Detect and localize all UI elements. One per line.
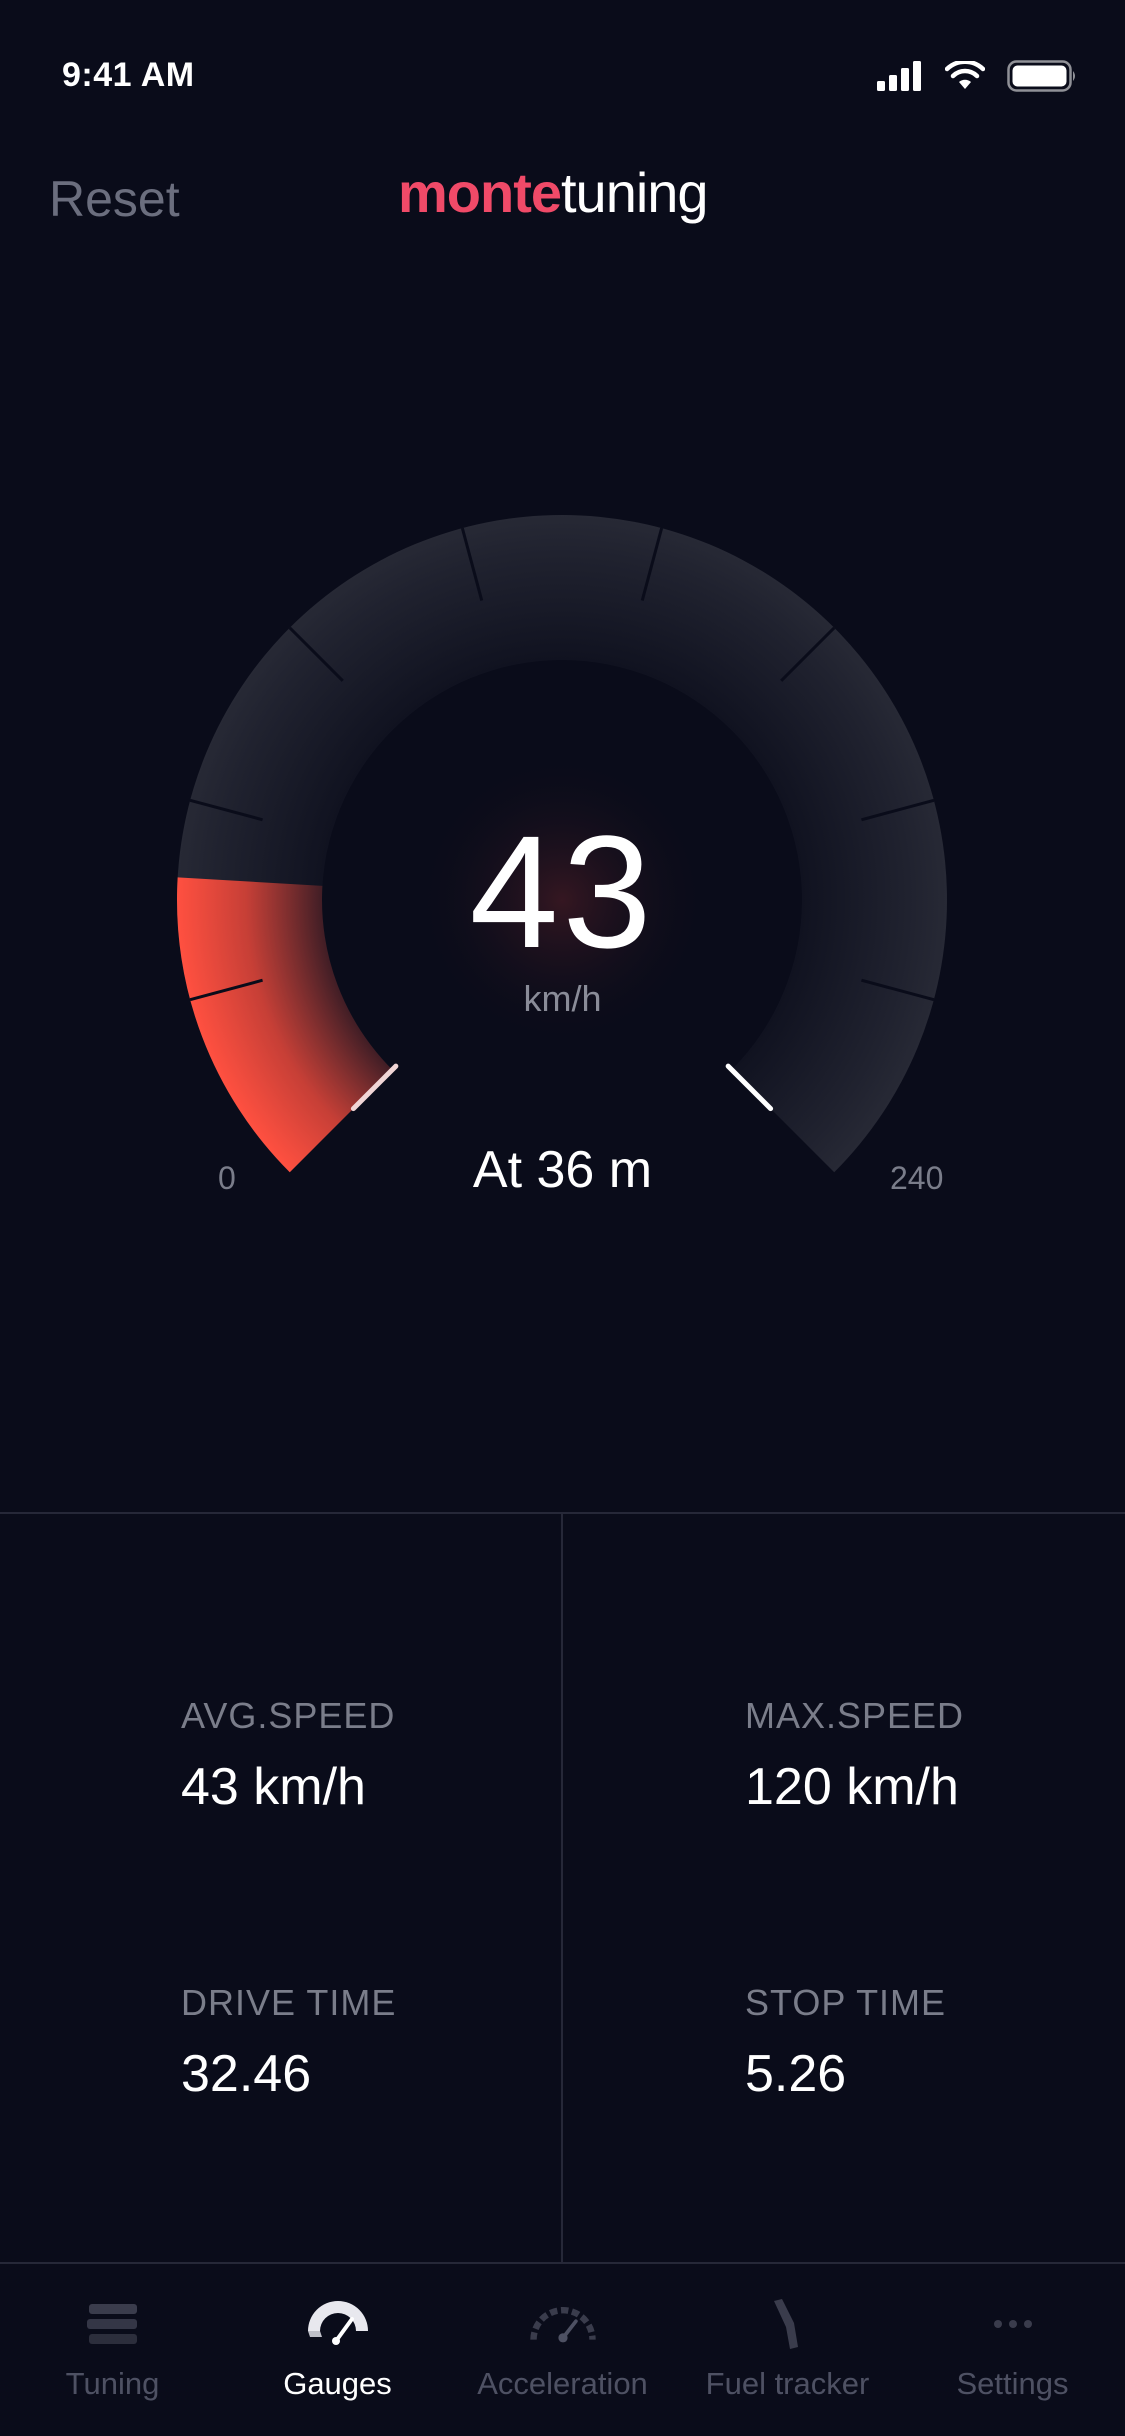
stats-column-divider bbox=[561, 1514, 563, 2264]
gauge-progress-arc bbox=[176, 877, 393, 1173]
gauge-max-marker bbox=[725, 1063, 774, 1112]
gauge-tick bbox=[861, 798, 935, 822]
gauge-tick bbox=[288, 626, 344, 682]
stop-time-label: STOP TIME bbox=[745, 1982, 947, 2023]
avg-speed-label: AVG.SPEED bbox=[181, 1695, 396, 1736]
distance-text: At 36 m bbox=[472, 1141, 653, 1199]
more-dots-icon bbox=[978, 2294, 1048, 2354]
gauge-tick bbox=[189, 978, 263, 1002]
tab-gauges[interactable]: Gauges bbox=[225, 2264, 450, 2436]
stop-time-value: 5.26 bbox=[745, 2045, 847, 2103]
status-time: 9:41 AM bbox=[62, 56, 195, 94]
gauge-icon bbox=[303, 2294, 373, 2354]
gauge-dial bbox=[176, 515, 947, 1173]
logo-brand: monte bbox=[398, 161, 562, 224]
gauge-max-label: 240 bbox=[890, 1160, 944, 1196]
tab-fuel-tracker-label: Fuel tracker bbox=[705, 2366, 870, 2401]
avg-speed-value: 43 km/h bbox=[181, 1758, 366, 1816]
app-logo: montetuning bbox=[398, 160, 709, 225]
logo-rest: tuning bbox=[561, 161, 709, 224]
avg-speed-stat: AVG.SPEED 43 km/h bbox=[181, 1695, 395, 1817]
tab-gauges-label: Gauges bbox=[283, 2366, 392, 2401]
max-speed-value: 120 km/h bbox=[745, 1758, 959, 1816]
tab-fuel-tracker[interactable]: Fuel tracker bbox=[675, 2264, 900, 2436]
speed-gauge: 43 km/h 0 240 At 36 m bbox=[0, 500, 1125, 1260]
battery-icon bbox=[1007, 60, 1075, 92]
fuel-nozzle-icon bbox=[753, 2294, 823, 2354]
speed-unit: km/h bbox=[523, 978, 602, 1019]
tabbar-divider bbox=[0, 2262, 1125, 2264]
gauge-ticks bbox=[189, 527, 935, 1002]
tab-acceleration[interactable]: Acceleration bbox=[450, 2264, 675, 2436]
tab-acceleration-label: Acceleration bbox=[477, 2366, 648, 2401]
gauge-tick bbox=[189, 798, 263, 822]
current-speed-value: 43 bbox=[469, 802, 656, 981]
cellular-signal-icon bbox=[877, 61, 921, 91]
gauge-min-marker bbox=[350, 1063, 399, 1112]
max-speed-stat: MAX.SPEED 120 km/h bbox=[745, 1695, 964, 1817]
gauge-min-label: 0 bbox=[218, 1160, 236, 1196]
stats-top-divider bbox=[0, 1512, 1125, 1514]
gauge-tick bbox=[861, 978, 935, 1002]
tab-bar: Tuning Gauges Acceleration bbox=[0, 2264, 1125, 2436]
drive-time-value: 32.46 bbox=[181, 2045, 312, 2103]
gauge-center-glow bbox=[412, 750, 712, 1050]
tab-settings[interactable]: Settings bbox=[900, 2264, 1125, 2436]
tab-tuning-label: Tuning bbox=[65, 2366, 160, 2401]
gauge-tick bbox=[780, 626, 836, 682]
tuning-icon bbox=[78, 2294, 148, 2354]
gauge-tick bbox=[640, 527, 664, 601]
gauge-tick bbox=[460, 527, 484, 601]
wifi-icon bbox=[945, 61, 985, 89]
stop-time-stat: STOP TIME 5.26 bbox=[745, 1982, 946, 2104]
drive-time-label: DRIVE TIME bbox=[181, 1982, 397, 2023]
tab-settings-label: Settings bbox=[956, 2366, 1069, 2401]
max-speed-label: MAX.SPEED bbox=[745, 1695, 965, 1736]
status-icons bbox=[877, 60, 1077, 92]
tab-tuning[interactable]: Tuning bbox=[0, 2264, 225, 2436]
speedometer-icon bbox=[528, 2294, 598, 2354]
gauge-ring bbox=[176, 515, 947, 1173]
drive-time-stat: DRIVE TIME 32.46 bbox=[181, 1982, 396, 2104]
reset-button[interactable]: Reset bbox=[49, 171, 180, 227]
